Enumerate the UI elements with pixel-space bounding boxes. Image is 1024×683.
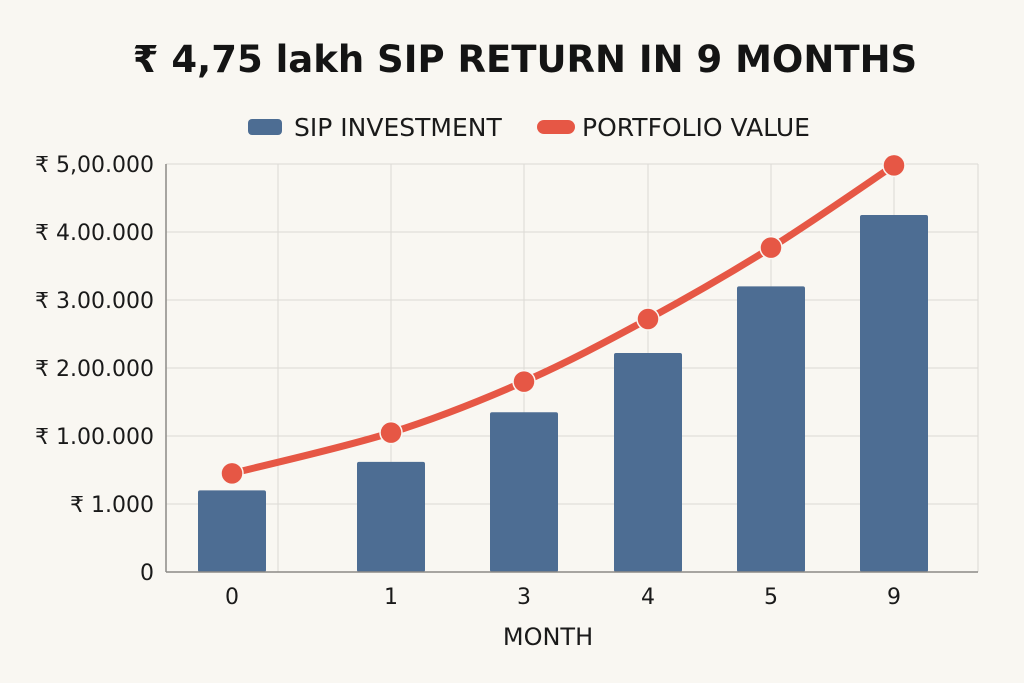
- legend-item-portfolio-value[interactable]: PORTFOLIO VALUE: [537, 113, 810, 142]
- bar-sip-investment-1[interactable]: [357, 461, 425, 572]
- y-tick-label: ₹ 4.00.000: [35, 221, 154, 246]
- point-portfolio-value-1[interactable]: [379, 420, 403, 445]
- point-portfolio-value-4[interactable]: [636, 307, 660, 331]
- x-tick-label: 3: [517, 585, 531, 610]
- x-ticks: 0 1 3 4 5 9: [225, 585, 901, 610]
- y-ticks: 0 ₹ 1.000 ₹ 1.00.000 ₹ 2.00.000 ₹ 3.00.000 ₹ …: [35, 153, 154, 586]
- bar-sip-investment-0[interactable]: [198, 490, 266, 572]
- line-series: [220, 153, 906, 486]
- point-portfolio-value-3[interactable]: [512, 369, 536, 394]
- x-tick-label: 4: [641, 585, 655, 610]
- y-tick-label: ₹ 1.000: [70, 493, 154, 518]
- x-tick-label: 0: [225, 585, 239, 610]
- grid: [166, 163, 979, 572]
- y-tick-label: ₹ 5,00.000: [35, 153, 154, 178]
- x-tick-label: 5: [764, 585, 778, 610]
- line-portfolio-value: [228, 161, 898, 477]
- chart-title: ₹ 4,75 lakh SIP RETURN IN 9 MONTHS: [133, 38, 917, 81]
- point-portfolio-value-9[interactable]: [882, 153, 906, 178]
- bars: [198, 215, 928, 572]
- y-tick-label: ₹ 1.00.000: [35, 425, 154, 450]
- y-tick-label: ₹ 3.00.000: [35, 289, 154, 314]
- y-tick-label: ₹ 2.00.000: [35, 357, 154, 382]
- legend-item-sip-investment[interactable]: SIP INVESTMENT: [248, 113, 502, 142]
- legend: SIP INVESTMENT PORTFOLIO VALUE: [248, 113, 810, 142]
- x-tick-label: 9: [887, 585, 901, 610]
- axes: [165, 164, 978, 573]
- bar-sip-investment-3[interactable]: [490, 412, 558, 572]
- x-tick-label: 1: [384, 585, 398, 610]
- legend-label-sip-investment: SIP INVESTMENT: [294, 113, 502, 142]
- legend-label-portfolio-value: PORTFOLIO VALUE: [582, 113, 810, 142]
- x-axis-label: MONTH: [503, 623, 593, 651]
- point-portfolio-value-0[interactable]: [220, 461, 244, 486]
- y-tick-label: 0: [140, 561, 154, 586]
- point-portfolio-value-5[interactable]: [759, 235, 783, 260]
- legend-swatch-sip-investment: [248, 119, 282, 135]
- bar-sip-investment-5[interactable]: [737, 286, 805, 572]
- bar-sip-investment-4[interactable]: [614, 353, 682, 572]
- bar-sip-investment-9[interactable]: [860, 215, 928, 572]
